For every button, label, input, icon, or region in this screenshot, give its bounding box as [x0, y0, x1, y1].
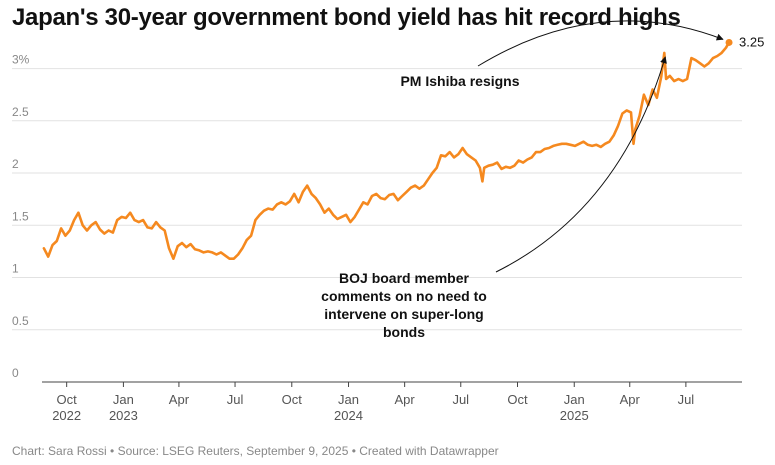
x-tick-label-9: Jan	[564, 392, 585, 407]
x-tick-label-6: Apr	[395, 392, 416, 407]
x-tick-label-7: Jul	[452, 392, 469, 407]
end-value-label: 3.25	[739, 34, 764, 49]
annotation-ishiba: PM Ishiba resigns	[400, 73, 519, 89]
y-tick-label-4: 2	[12, 157, 19, 171]
x-tick-year-5: 2024	[334, 408, 363, 423]
x-tick-label-8: Oct	[507, 392, 528, 407]
y-tick-label-1: 0.5	[12, 314, 29, 328]
x-tick-label-1: Jan	[113, 392, 134, 407]
y-tick-label-5: 2.5	[12, 105, 29, 119]
chart-title: Japan's 30-year government bond yield ha…	[12, 4, 681, 31]
y-tick-label-6: 3%	[12, 53, 30, 67]
series-line-jgb-30y	[42, 41, 731, 260]
annotation-boj-line-1: BOJ board member	[339, 270, 469, 286]
x-tick-label-5: Jan	[338, 392, 359, 407]
x-tick-label-3: Jul	[227, 392, 244, 407]
x-tick-label-11: Jul	[678, 392, 695, 407]
end-point-marker	[725, 38, 733, 46]
gridlines	[12, 68, 742, 331]
annotation-boj-line-4: bonds	[383, 324, 425, 340]
chart-footer: Chart: Sara Rossi • Source: LSEG Reuters…	[12, 444, 499, 458]
annotation-arrow-ishiba	[477, 20, 724, 67]
annotation-arrow-boj	[495, 56, 667, 273]
y-tick-label-3: 1.5	[12, 209, 29, 223]
y-axis-ticks: 0 0.5 1 1.5 2 2.5 3%	[12, 53, 30, 380]
x-tick-label-4: Oct	[282, 392, 303, 407]
x-tick-label-2: Apr	[169, 392, 190, 407]
annotation-boj-line-3: intervene on super-long	[324, 306, 483, 322]
x-tick-label-0: Oct	[57, 392, 78, 407]
y-tick-label-2: 1	[12, 262, 19, 276]
x-tick-year-9: 2025	[560, 408, 589, 423]
annotation-boj-line-2: comments on no need to	[321, 288, 487, 304]
x-tick-label-10: Apr	[620, 392, 641, 407]
x-tick-year-1: 2023	[109, 408, 138, 423]
x-tick-year-0: 2022	[52, 408, 81, 423]
y-tick-label-0: 0	[12, 366, 19, 380]
